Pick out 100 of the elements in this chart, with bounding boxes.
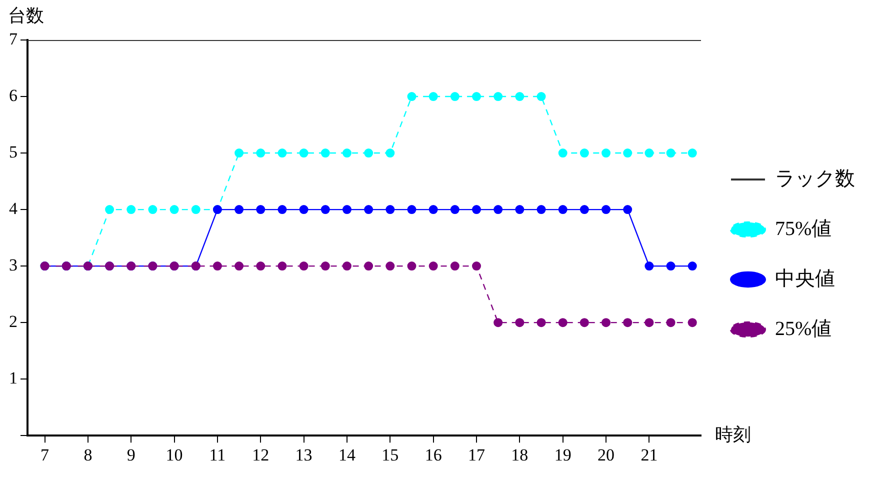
x-tick-label: 11 (209, 445, 226, 464)
point (580, 148, 589, 158)
point (688, 148, 697, 158)
legend-label: 中央値 (775, 268, 835, 290)
point (558, 148, 568, 158)
x-tick-label: 8 (84, 445, 92, 464)
point (536, 205, 546, 214)
x-axis-title: 時刻 (715, 424, 751, 444)
point (688, 318, 697, 328)
point (472, 262, 481, 271)
y-tick-label: 4 (9, 199, 18, 218)
point (602, 318, 611, 328)
point (386, 262, 395, 271)
x-tick-label: 19 (554, 445, 572, 464)
point (450, 92, 460, 102)
y-tick-label: 2 (9, 312, 18, 332)
point (386, 148, 395, 158)
point (623, 205, 632, 214)
point (256, 262, 266, 271)
point (688, 262, 697, 271)
point (494, 92, 503, 102)
x-tick-label: 17 (468, 445, 486, 464)
point (342, 148, 352, 158)
point (515, 92, 524, 102)
point (256, 148, 266, 158)
legend-label: 75%値 (775, 218, 832, 240)
point (278, 205, 287, 214)
x-tick-label: 15 (382, 445, 399, 464)
point (515, 205, 524, 214)
point (191, 205, 200, 214)
point (105, 205, 114, 214)
x-tick-label: 7 (40, 445, 50, 464)
point (558, 318, 568, 328)
point (494, 205, 503, 214)
x-tick-label: 20 (598, 445, 615, 464)
x-tick-label: 10 (166, 445, 183, 464)
point (256, 205, 266, 214)
legend-label: 25%値 (775, 318, 832, 340)
point (472, 205, 481, 214)
point (342, 262, 352, 271)
point (364, 148, 374, 158)
point (602, 148, 611, 158)
point (623, 148, 632, 158)
point (666, 318, 676, 328)
point (536, 318, 546, 328)
point (644, 262, 654, 271)
y-axis-title: 台数 (8, 6, 44, 26)
point (580, 205, 589, 214)
point (170, 205, 179, 214)
point (428, 205, 438, 214)
y-tick-label: 5 (9, 142, 18, 162)
point (558, 205, 568, 214)
point (666, 148, 676, 158)
point (299, 148, 308, 158)
x-tick-label: 21 (640, 445, 658, 464)
point (428, 92, 438, 102)
point (278, 262, 287, 271)
point (320, 262, 330, 271)
point (407, 262, 416, 271)
point (450, 262, 460, 271)
point (234, 205, 244, 214)
y-tick-label: 3 (9, 256, 18, 275)
point (666, 262, 676, 271)
x-tick-label: 14 (338, 445, 356, 464)
point (623, 318, 632, 328)
point (126, 205, 136, 214)
point (364, 262, 374, 271)
point (278, 148, 287, 158)
point (212, 262, 222, 271)
point (536, 92, 546, 102)
y-tick-label: 7 (9, 29, 18, 48)
y-tick-label: 1 (9, 368, 18, 388)
point (299, 262, 308, 271)
point (407, 92, 416, 102)
point (320, 148, 330, 158)
point (234, 262, 244, 271)
x-tick-label: 9 (126, 445, 136, 464)
point (602, 205, 611, 214)
point (450, 205, 460, 214)
point (299, 205, 308, 214)
point (515, 318, 524, 328)
point (364, 205, 374, 214)
point (148, 205, 158, 214)
point (428, 262, 438, 271)
point (472, 92, 481, 102)
point (494, 318, 503, 328)
x-tick-label: 16 (424, 445, 442, 464)
point (644, 148, 654, 158)
point (386, 205, 395, 214)
x-tick-label: 12 (252, 445, 270, 464)
point (234, 148, 244, 158)
point (644, 318, 654, 328)
y-tick-label: 6 (9, 86, 18, 105)
x-tick-label: 18 (511, 445, 528, 464)
point (342, 205, 352, 214)
legend-label: ラック数 (775, 168, 855, 190)
x-tick-label: 13 (295, 445, 312, 464)
point (320, 205, 330, 214)
point (580, 318, 589, 328)
point (407, 205, 416, 214)
